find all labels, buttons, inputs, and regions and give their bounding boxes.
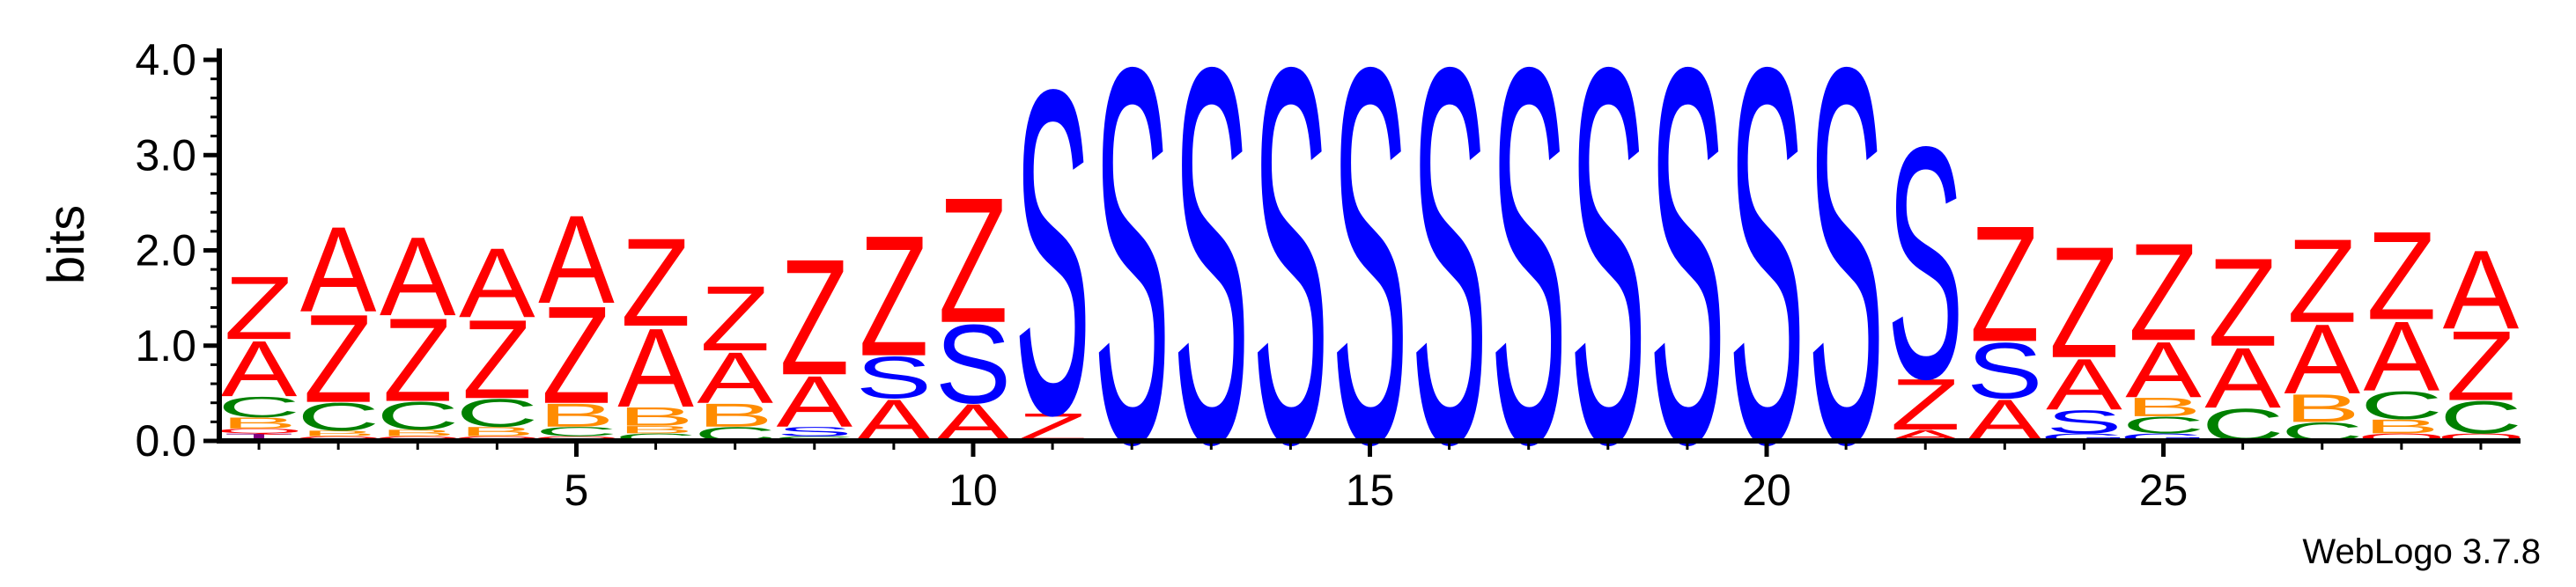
logo-letter-S: S	[1332, 0, 1408, 555]
logo-letter-B: B	[697, 397, 773, 434]
logo-letter-B: B	[459, 424, 535, 439]
y-tick-label: 0.0	[135, 416, 196, 466]
logo-letter-C: C	[535, 424, 618, 439]
logo-letter-S: S	[1490, 0, 1567, 555]
logo-letter-A: A	[617, 305, 694, 431]
logo-letter-A: A	[2046, 344, 2122, 426]
y-axis-label: bits	[38, 205, 95, 284]
logo-letter-A: A	[776, 361, 853, 443]
logo-letter-B: B	[380, 428, 456, 438]
logo-letter-C: C	[376, 393, 459, 438]
logo-letter-S: S	[1252, 0, 1329, 555]
logo-letter-S: S	[2046, 404, 2122, 441]
logo-letter-A: A	[459, 227, 535, 338]
logo-letter-B: B	[617, 424, 694, 436]
logo-letter-C: C	[455, 391, 538, 436]
logo-letter-Z: Z	[2129, 214, 2198, 370]
logo-letter-Z: Z	[2049, 215, 2119, 392]
logo-letter-A: A	[697, 337, 773, 419]
logo-letter-Z: Z	[2446, 310, 2515, 421]
logo-letter-Z: Z	[1891, 364, 1960, 446]
logo-letter-C: C	[2439, 392, 2522, 444]
logo-letter-S: S	[1173, 0, 1250, 555]
logo-letter-A: A	[2364, 301, 2440, 412]
logo-letter-Z: Z	[938, 161, 1008, 360]
logo-letter-S: S	[1887, 77, 1964, 448]
logo-letter-A: A	[2284, 304, 2360, 415]
logo-letter-S: S	[1094, 0, 1170, 555]
weblogo-credit: WebLogo 3.7.8	[2302, 532, 2541, 571]
logo-letter-S: S	[935, 302, 1012, 428]
x-ticks: 5 10 15 20 25	[257, 441, 2483, 515]
logo-letter-B: B	[538, 397, 615, 434]
logo-letter-A: A	[2443, 227, 2520, 353]
logo-letter-C: C	[2360, 383, 2443, 428]
logo-letter-Z: Z	[700, 268, 770, 371]
x-tick-label: 10	[948, 466, 998, 515]
logo-letter-Z: Z	[542, 277, 611, 433]
logo-letter-B: B	[2284, 386, 2360, 431]
x-tick-label: 25	[2139, 466, 2188, 515]
logo-letter-A: A	[538, 188, 615, 329]
logo-letter-A: A	[2125, 326, 2202, 415]
logo-letter-Z: Z	[621, 211, 690, 352]
x-tick-label: 5	[565, 466, 589, 515]
logo-letter-S: S	[776, 424, 853, 439]
logo-letter-S: S	[1650, 0, 1726, 555]
logo-letter-Z: Z	[2287, 215, 2357, 348]
logo-letter-A: A	[300, 202, 377, 338]
y-tick-label: 4.0	[135, 35, 196, 84]
axes: 0.0 1.0 2.0 3.0 4.0 5 10 15 20 25	[135, 35, 2521, 515]
logo-letter-Z: Z	[303, 288, 373, 429]
logo-stacks: TQBCAZQBCZAQBCZAQBCZAQCBZACBBAZCBAZCSAZA…	[215, 0, 2526, 555]
logo-letter-S: S	[1570, 0, 1647, 555]
logo-letter-S: S	[1015, 0, 1091, 511]
x-tick-label: 15	[1346, 466, 1395, 515]
logo-letter-C: C	[218, 391, 300, 423]
logo-letter-C: C	[2122, 412, 2205, 438]
logo-letter-B: B	[2125, 393, 2202, 422]
y-tick-label: 1.0	[135, 321, 196, 371]
logo-letter-Z: Z	[859, 201, 928, 393]
logo-letter-S: S	[1729, 0, 1805, 555]
logo-letter-Z: Z	[383, 294, 453, 427]
logo-letter-A: A	[380, 214, 456, 340]
logo-letter-S: S	[1411, 0, 1487, 555]
logo-letter-Z: Z	[2208, 231, 2277, 372]
logo-letter-B: B	[2364, 415, 2440, 437]
logo-letter-Z: Z	[462, 297, 532, 422]
logo-letter-S: S	[856, 344, 933, 411]
logo-letter-A: A	[2204, 331, 2281, 427]
logo-letter-Q: Q	[215, 428, 304, 435]
logo-letter-B: B	[617, 402, 694, 431]
y-ticks: 0.0 1.0 2.0 3.0 4.0	[135, 35, 219, 466]
logo-letter-B: B	[300, 429, 377, 437]
logo-letter-C: C	[297, 394, 380, 439]
logo-letter-B: B	[221, 415, 298, 432]
logo-letter-Z: Z	[1970, 193, 2040, 377]
logo-letter-S: S	[1967, 327, 2043, 415]
x-tick-label: 20	[1742, 466, 1791, 515]
logo-letter-S: S	[1808, 0, 1885, 555]
logo-letter-Z: Z	[2366, 205, 2436, 346]
logo-letter-Z: Z	[779, 226, 849, 410]
y-tick-label: 3.0	[135, 130, 196, 180]
y-tick-label: 2.0	[135, 226, 196, 275]
logo-letter-A: A	[221, 325, 298, 414]
logo-letter-Z: Z	[224, 257, 293, 358]
